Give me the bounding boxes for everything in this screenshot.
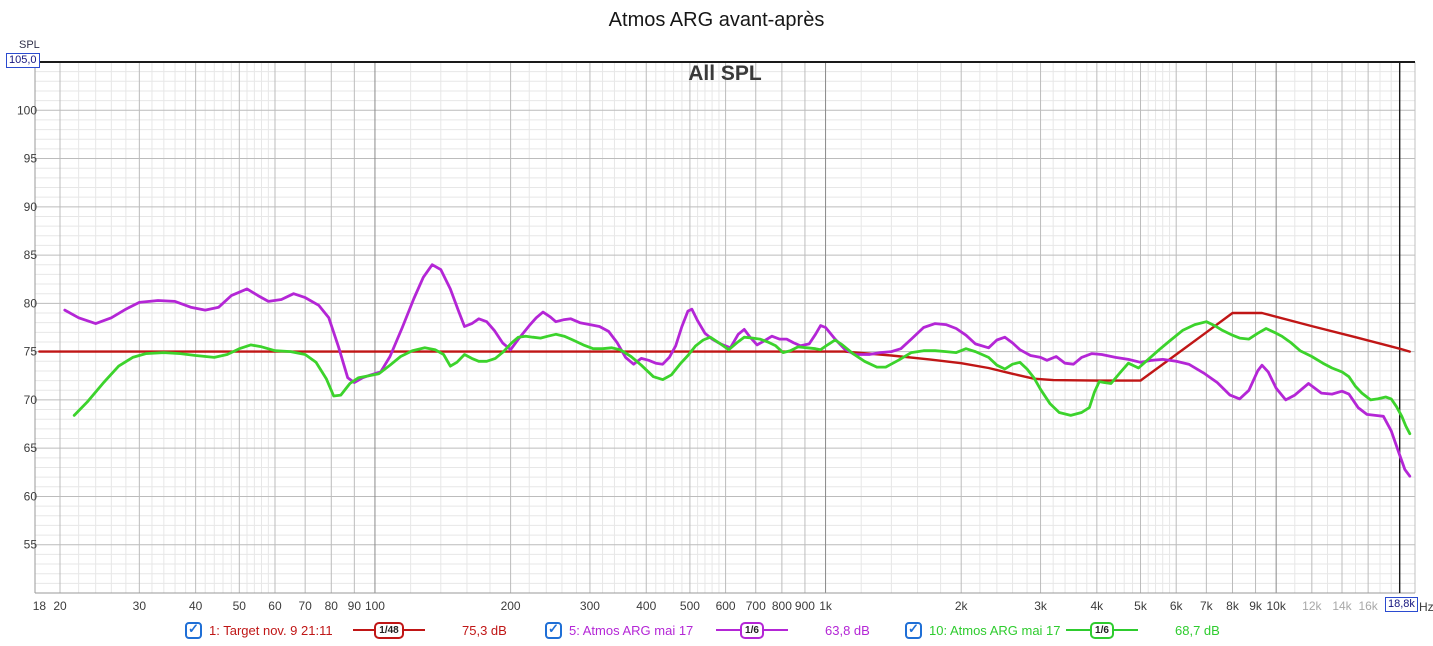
svg-text:500: 500	[680, 599, 700, 613]
chart-title: Atmos ARG avant-après	[608, 9, 825, 31]
checkmark-icon: ✓	[188, 620, 199, 636]
y-tick-labels: 100 95 90 85 80 75 70 65 60 55	[17, 103, 37, 551]
smoothing-control[interactable]: 1/6	[1066, 621, 1138, 639]
svg-text:900: 900	[795, 599, 815, 613]
checkmark-icon: ✓	[908, 620, 919, 636]
svg-text:65: 65	[24, 441, 38, 455]
svg-text:5k: 5k	[1134, 599, 1148, 613]
svg-text:200: 200	[501, 599, 521, 613]
plot-subtitle: All SPL	[688, 62, 762, 85]
svg-text:75: 75	[24, 345, 38, 359]
x-axis-max-field[interactable]: 18,8k	[1385, 597, 1418, 612]
svg-text:10k: 10k	[1266, 599, 1286, 613]
svg-text:100: 100	[17, 103, 37, 117]
svg-text:40: 40	[189, 599, 203, 613]
svg-text:30: 30	[133, 599, 147, 613]
gridlines-minor	[35, 62, 1415, 593]
svg-text:90: 90	[24, 200, 38, 214]
trace-label[interactable]: 1: Target nov. 9 21:11	[209, 622, 333, 638]
curves	[38, 263, 1412, 478]
curve-target	[38, 311, 1411, 382]
svg-text:85: 85	[24, 248, 38, 262]
checkmark-icon: ✓	[548, 620, 559, 636]
svg-text:2k: 2k	[955, 599, 969, 613]
trace-label[interactable]: 5: Atmos ARG mai 17	[569, 622, 694, 638]
trace-level-value: 63,8 dB	[825, 622, 870, 638]
smoothing-value: 1/6	[740, 621, 764, 639]
legend-item-trace-10: ✓ 10: Atmos ARG mai 17 1/6 68,7 dB	[905, 619, 1220, 641]
trace-line-sample	[1113, 629, 1138, 631]
trace-level-value: 75,3 dB	[462, 622, 507, 638]
svg-text:20: 20	[53, 599, 67, 613]
svg-text:7k: 7k	[1200, 599, 1214, 613]
trace-legend: ✓ 1: Target nov. 9 21:11 1/48 75,3 dB ✓ …	[0, 619, 1433, 645]
svg-text:95: 95	[24, 152, 38, 166]
trace-line-sample	[763, 629, 788, 631]
smoothing-value: 1/48	[374, 621, 404, 639]
plot-border	[34, 61, 1416, 594]
y-axis-max-field[interactable]: 105,0	[6, 53, 40, 68]
smoothing-control[interactable]: 1/48	[353, 621, 425, 639]
svg-text:3k: 3k	[1034, 599, 1048, 613]
trace-visibility-checkbox[interactable]: ✓	[545, 620, 562, 639]
svg-text:60: 60	[24, 489, 38, 503]
trace-visibility-checkbox[interactable]: ✓	[185, 620, 202, 639]
svg-text:14k: 14k	[1332, 599, 1352, 613]
svg-text:800: 800	[772, 599, 792, 613]
svg-text:80: 80	[325, 599, 339, 613]
smoothing-control[interactable]: 1/6	[716, 621, 788, 639]
svg-text:9k: 9k	[1249, 599, 1263, 613]
y-axis-title: SPL	[19, 39, 40, 51]
smoothing-value: 1/6	[1090, 621, 1114, 639]
svg-text:700: 700	[746, 599, 766, 613]
trace-line-sample	[403, 629, 425, 631]
svg-text:90: 90	[348, 599, 362, 613]
svg-text:12k: 12k	[1302, 599, 1322, 613]
gridlines-major	[35, 62, 1415, 593]
svg-text:80: 80	[24, 296, 38, 310]
trace-line-sample	[1066, 629, 1091, 631]
curve-trace-10	[72, 320, 1412, 436]
legend-item-target: ✓ 1: Target nov. 9 21:11 1/48 75,3 dB	[185, 619, 507, 641]
svg-text:100: 100	[365, 599, 385, 613]
svg-text:55: 55	[24, 538, 38, 552]
trace-line-sample	[716, 629, 741, 631]
svg-text:1k: 1k	[819, 599, 833, 613]
trace-visibility-checkbox[interactable]: ✓	[905, 620, 922, 639]
svg-text:60: 60	[268, 599, 282, 613]
svg-text:8k: 8k	[1226, 599, 1240, 613]
svg-text:300: 300	[580, 599, 600, 613]
trace-label[interactable]: 10: Atmos ARG mai 17	[929, 622, 1061, 638]
svg-text:400: 400	[636, 599, 656, 613]
svg-text:4k: 4k	[1091, 599, 1105, 613]
svg-text:16k: 16k	[1358, 599, 1378, 613]
legend-item-trace-5: ✓ 5: Atmos ARG mai 17 1/6 63,8 dB	[545, 619, 870, 641]
svg-text:600: 600	[716, 599, 736, 613]
svg-text:70: 70	[24, 393, 38, 407]
x-tick-labels: 18 20 30 40 50 60 70 80 90 100 200 300 400 500 600 700 8…	[33, 599, 1379, 613]
svg-text:70: 70	[298, 599, 312, 613]
svg-text:6k: 6k	[1170, 599, 1184, 613]
svg-text:50: 50	[233, 599, 247, 613]
trace-level-value: 68,7 dB	[1175, 622, 1220, 638]
x-axis-unit-label: Hz	[1419, 600, 1433, 614]
trace-line-sample	[353, 629, 375, 631]
svg-text:18: 18	[33, 599, 47, 613]
